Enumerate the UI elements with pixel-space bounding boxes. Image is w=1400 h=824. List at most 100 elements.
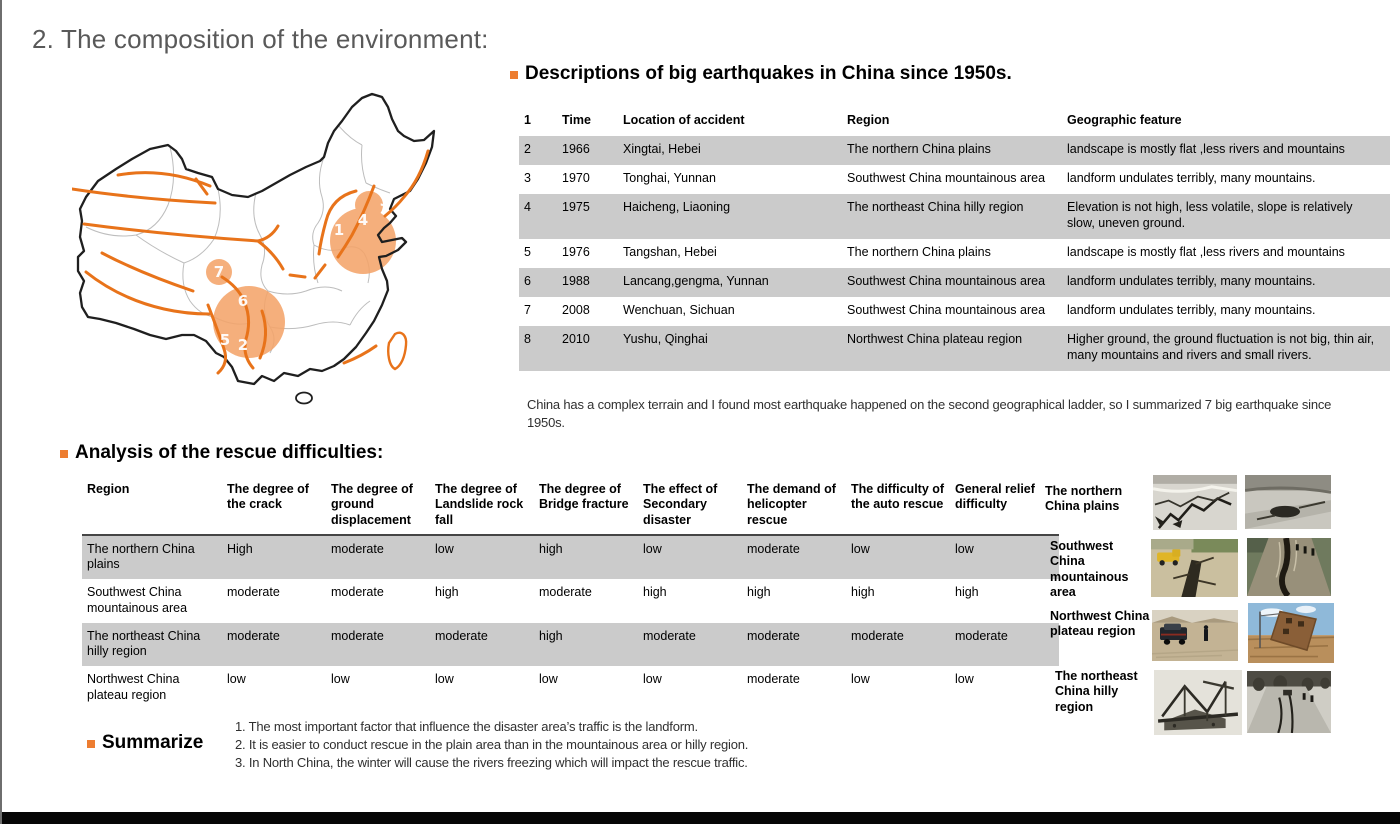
cell-value: low bbox=[227, 672, 246, 687]
summarize-heading: Summarize bbox=[87, 732, 204, 754]
cell-location: Xingtai, Hebei bbox=[623, 142, 701, 157]
summary-item: 1. The most important factor that influe… bbox=[235, 719, 698, 734]
cell-location: Tangshan, Hebei bbox=[623, 245, 717, 260]
cell-value: low bbox=[643, 672, 662, 687]
cell-value: low bbox=[643, 541, 662, 556]
table-row: 3 1970 Tonghai, Yunnan Southwest China m… bbox=[519, 165, 1390, 194]
cell-num: 7 bbox=[524, 303, 531, 318]
header-time: Time bbox=[562, 113, 591, 127]
china-outline bbox=[76, 92, 436, 386]
cell-value: moderate bbox=[851, 628, 904, 643]
cell-value: low bbox=[955, 541, 974, 556]
cell-region: Southwest China mountainous area bbox=[847, 274, 1046, 289]
header-crack: The degree of the crack bbox=[227, 480, 331, 536]
cell-value: moderate bbox=[955, 628, 1008, 643]
photo-suv-on-dusty-road bbox=[1152, 610, 1238, 661]
cell-region: Southwest China mountainous area bbox=[847, 171, 1046, 186]
cell-feature: landform undulates terribly, many mounta… bbox=[1067, 171, 1316, 186]
cell-value: high bbox=[539, 541, 563, 556]
page-title: 2. The composition of the environment: bbox=[32, 24, 489, 54]
cell-value: moderate bbox=[331, 585, 384, 600]
cell-value: moderate bbox=[227, 585, 280, 600]
bottom-black-bar bbox=[2, 812, 1400, 824]
earthquakes-heading-text: Descriptions of big earthquakes in China… bbox=[525, 63, 1012, 84]
cell-feature: Elevation is not high, less volatile, sl… bbox=[1067, 200, 1353, 231]
cell-region: The northern China plains bbox=[847, 142, 991, 157]
marker-4: 4 bbox=[358, 211, 368, 229]
orange-bullet-icon bbox=[87, 740, 95, 748]
cell-time: 2008 bbox=[562, 303, 590, 318]
cell-value: high bbox=[435, 585, 459, 600]
cell-location: Tonghai, Yunnan bbox=[623, 171, 716, 186]
header-region: Region bbox=[82, 480, 227, 536]
table-row: 2 1966 Xingtai, Hebei The northern China… bbox=[519, 136, 1390, 166]
cell-location: Wenchuan, Sichuan bbox=[623, 303, 735, 318]
header-num: 1 bbox=[524, 113, 531, 127]
cell-region: Southwest China mountainous area bbox=[87, 585, 188, 615]
photo-yellow-truck-road-crack bbox=[1151, 539, 1238, 597]
terrain-note: China has a complex terrain and I found … bbox=[527, 397, 1332, 430]
cell-value: moderate bbox=[747, 541, 800, 556]
table-row: 4 1975 Haicheng, Liaoning The northeast … bbox=[519, 194, 1390, 240]
cell-feature: landscape is mostly flat ,less rivers an… bbox=[1067, 142, 1345, 157]
china-map-svg: 1 2 3 4 5 6 7 bbox=[72, 92, 436, 405]
cell-value: high bbox=[643, 585, 667, 600]
cell-region: Southwest China mountainous area bbox=[847, 303, 1046, 318]
cell-feature: landscape is mostly flat ,less rivers an… bbox=[1067, 245, 1345, 260]
analysis-table-header-row: Region The degree of the crack The degre… bbox=[82, 480, 1059, 536]
cell-value: high bbox=[955, 585, 979, 600]
china-earthquake-map: 1 2 3 4 5 6 7 bbox=[72, 85, 462, 425]
table-row: 6 1988 Lancang,gengma, Yunnan Southwest … bbox=[519, 268, 1390, 298]
rescue-difficulty-table: Region The degree of the crack The degre… bbox=[82, 480, 1059, 710]
epicenter-markers: 1 2 3 4 5 6 7 bbox=[214, 192, 390, 354]
taiwan-island bbox=[387, 331, 408, 371]
earthquake-table-header-row: 1 Time Location of accident Region Geogr… bbox=[519, 110, 1390, 136]
cell-feature: landform undulates terribly, many mounta… bbox=[1067, 303, 1316, 318]
cell-location: Lancang,gengma, Yunnan bbox=[623, 274, 769, 289]
photo-bw-collapsed-bridge bbox=[1154, 670, 1242, 735]
cell-location: Yushu, Qinghai bbox=[623, 332, 708, 347]
cell-value: high bbox=[851, 585, 875, 600]
cell-time: 1988 bbox=[562, 274, 590, 289]
photo-bw-cracked-street bbox=[1247, 671, 1331, 733]
cell-value: moderate bbox=[643, 628, 696, 643]
hainan-island bbox=[295, 391, 313, 405]
cell-feature: landform undulates terribly, many mounta… bbox=[1067, 274, 1316, 289]
cell-value: low bbox=[435, 541, 454, 556]
header-region: Region bbox=[847, 113, 890, 127]
cell-value: moderate bbox=[539, 585, 592, 600]
orange-bullet-icon bbox=[60, 450, 68, 458]
marker-1: 1 bbox=[334, 221, 344, 239]
cell-value: moderate bbox=[747, 628, 800, 643]
cell-value: low bbox=[539, 672, 558, 687]
table-row: 8 2010 Yushu, Qinghai Northwest China pl… bbox=[519, 326, 1390, 372]
cell-value: high bbox=[539, 628, 563, 643]
cell-region: Northwest China plateau region bbox=[87, 672, 180, 702]
photo-tilted-building-rubble bbox=[1248, 603, 1334, 663]
earthquake-table: 1 Time Location of accident Region Geogr… bbox=[519, 110, 1390, 372]
photo-label-southwest-mountainous: Southwest China mountainous area bbox=[1050, 539, 1129, 600]
marker-7: 7 bbox=[214, 263, 224, 281]
summary-item: 3. In North China, the winter will cause… bbox=[235, 754, 748, 770]
cell-value: high bbox=[747, 585, 771, 600]
table-row: 5 1976 Tangshan, Hebei The northern Chin… bbox=[519, 239, 1390, 268]
marker-6: 6 bbox=[238, 292, 248, 310]
header-bridge-fracture: The degree of Bridge fracture bbox=[539, 480, 643, 536]
cell-region: The northern China plains bbox=[847, 245, 991, 260]
cell-time: 1970 bbox=[562, 171, 590, 186]
cell-location: Haicheng, Liaoning bbox=[623, 200, 731, 215]
fault-lines bbox=[72, 149, 430, 375]
cell-value: moderate bbox=[227, 628, 280, 643]
header-ground-displacement: The degree of ground displacement bbox=[331, 480, 435, 536]
cell-num: 4 bbox=[524, 200, 531, 215]
header-landslide: The degree of Landslide rock fall bbox=[435, 480, 539, 536]
marker-3: 3 bbox=[380, 192, 390, 210]
header-location: Location of accident bbox=[623, 113, 745, 127]
photo-bw-aerial-ground-cracks bbox=[1153, 475, 1237, 530]
table-row: The northern China plains High moderate … bbox=[82, 534, 1059, 580]
summary-item: 2. It is easier to conduct rescue in the… bbox=[235, 736, 749, 752]
table-row: Northwest China plateau region low low l… bbox=[82, 666, 1059, 710]
cell-time: 1976 bbox=[562, 245, 590, 260]
summarize-heading-text: Summarize bbox=[102, 732, 204, 753]
